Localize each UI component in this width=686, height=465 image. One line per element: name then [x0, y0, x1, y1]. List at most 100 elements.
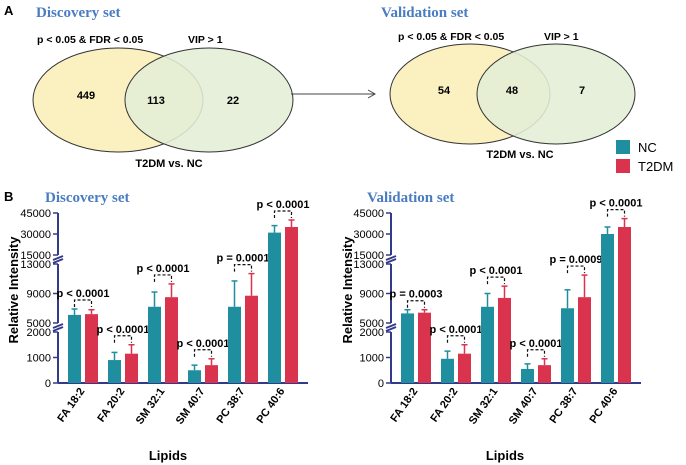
venn-discovery-right-count: 22 — [227, 95, 239, 107]
panel-a-letter: A — [4, 3, 14, 18]
bar-nc — [148, 306, 161, 383]
x-tick-label: PC 38:7 — [547, 386, 580, 426]
venn-validation: Validation set p < 0.05 & FDR < 0.05 VIP… — [381, 5, 636, 161]
significance-bracket — [273, 210, 293, 218]
x-tick-label: SM 40:7 — [174, 386, 208, 427]
y-axis-label: Relative Intensity — [6, 236, 21, 344]
venn-validation-footer: T2DM vs. NC — [486, 149, 553, 161]
y-axis-break — [52, 258, 64, 264]
significance-bracket — [526, 349, 546, 357]
venn-discovery-overlap-count: 113 — [147, 95, 165, 107]
y-axis-break — [385, 323, 397, 329]
bar-nc — [601, 234, 614, 383]
bar-t2dm — [165, 297, 178, 383]
bar-nc — [228, 306, 241, 383]
bar-t2dm — [205, 365, 218, 383]
significance-bracket — [446, 335, 466, 343]
p-value-label: p < 0.0001 — [177, 338, 230, 350]
venn-discovery-left-label: p < 0.05 & FDR < 0.05 — [37, 34, 143, 46]
x-tick-label: FA 18:2 — [55, 386, 87, 425]
y-axis-label: Relative Intensity — [340, 236, 355, 344]
bar-t2dm — [125, 353, 138, 383]
significance-bracket — [486, 276, 506, 285]
x-tick-label: SM 32:1 — [134, 386, 168, 427]
p-value-label: p = 0.0001 — [217, 253, 270, 265]
x-axis-label: Lipids — [486, 448, 524, 463]
y-axis-break — [52, 255, 64, 261]
y-tick-label: 5000 — [360, 318, 384, 330]
bar-t2dm — [498, 297, 511, 383]
y-tick-label: 1000 — [27, 353, 51, 365]
bar-t2dm — [85, 314, 98, 383]
y-tick-label: 30000 — [20, 229, 51, 241]
chart-title: Validation set — [367, 190, 454, 206]
bar-t2dm — [285, 227, 298, 383]
bar-t2dm — [458, 353, 471, 383]
venn-validation-overlap-count: 48 — [506, 85, 518, 97]
y-tick-label: 1000 — [360, 353, 384, 365]
legend-label-t2dm: T2DM — [638, 159, 673, 174]
legend: NC T2DM — [616, 140, 673, 174]
y-tick-label: 2000 — [360, 327, 384, 339]
y-tick-label: 9000 — [360, 289, 384, 301]
p-value-label: p < 0.0001 — [97, 324, 150, 336]
significance-bracket — [566, 265, 586, 274]
y-tick-label: 0 — [45, 378, 51, 390]
y-tick-label: 45000 — [353, 208, 384, 220]
significance-bracket — [406, 300, 426, 308]
p-value-label: p < 0.0001 — [257, 199, 310, 211]
y-axis-break — [52, 323, 64, 329]
bar-nc — [68, 314, 81, 383]
venn-discovery-left-count: 449 — [77, 90, 95, 102]
bar-nc — [441, 358, 454, 383]
x-tick-label: PC 40:6 — [254, 386, 287, 426]
venn-validation-left-count: 54 — [438, 85, 451, 97]
bar-nc — [561, 308, 574, 383]
x-tick-label: PC 40:6 — [587, 386, 620, 426]
y-axis-break — [385, 326, 397, 332]
x-tick-label: PC 38:7 — [214, 386, 247, 426]
p-value-label: p < 0.0001 — [510, 338, 563, 350]
x-tick-label: FA 20:2 — [428, 386, 460, 425]
legend-label-nc: NC — [638, 140, 657, 155]
p-value-label: p < 0.0001 — [57, 288, 110, 300]
y-tick-label: 9000 — [27, 289, 51, 301]
p-value-label: p < 0.0001 — [470, 265, 523, 277]
x-tick-label: FA 18:2 — [388, 386, 420, 425]
venn-validation-right-count: 7 — [579, 85, 585, 97]
venn-discovery-right-label: VIP > 1 — [188, 34, 223, 46]
x-tick-label: FA 20:2 — [95, 386, 127, 425]
bar-t2dm — [245, 295, 258, 383]
panel-b-letter: B — [4, 189, 13, 204]
venn-validation-heading: Validation set — [381, 5, 468, 21]
x-tick-label: SM 32:1 — [467, 386, 501, 427]
significance-bracket — [193, 349, 213, 357]
y-axis-break — [385, 258, 397, 264]
venn-arrow — [291, 89, 377, 99]
y-tick-label: 30000 — [353, 229, 384, 241]
p-value-label: p = 0.0003 — [390, 289, 443, 301]
venn-discovery-heading: Discovery set — [36, 5, 121, 21]
significance-bracket — [233, 263, 253, 272]
bar-t2dm — [538, 365, 551, 383]
p-value-label: p = 0.0009 — [550, 254, 603, 266]
venn-validation-right-set — [476, 43, 636, 145]
p-value-label: p < 0.0001 — [137, 263, 190, 275]
y-tick-label: 15000 — [353, 250, 384, 262]
bar-nc — [481, 306, 494, 383]
p-value-label: p < 0.0001 — [590, 198, 643, 210]
y-tick-label: 13000 — [20, 259, 51, 271]
y-axis-break — [385, 255, 397, 261]
y-tick-label: 15000 — [20, 250, 51, 262]
bar-nc — [401, 313, 414, 383]
bar-t2dm — [418, 312, 431, 383]
significance-bracket — [606, 209, 626, 217]
venn-discovery-right-set — [124, 47, 294, 153]
venn-discovery-footer: T2DM vs. NC — [135, 158, 202, 170]
y-axis-break — [52, 326, 64, 332]
legend-swatch-nc — [616, 140, 630, 154]
x-tick-label: SM 40:7 — [507, 386, 541, 427]
